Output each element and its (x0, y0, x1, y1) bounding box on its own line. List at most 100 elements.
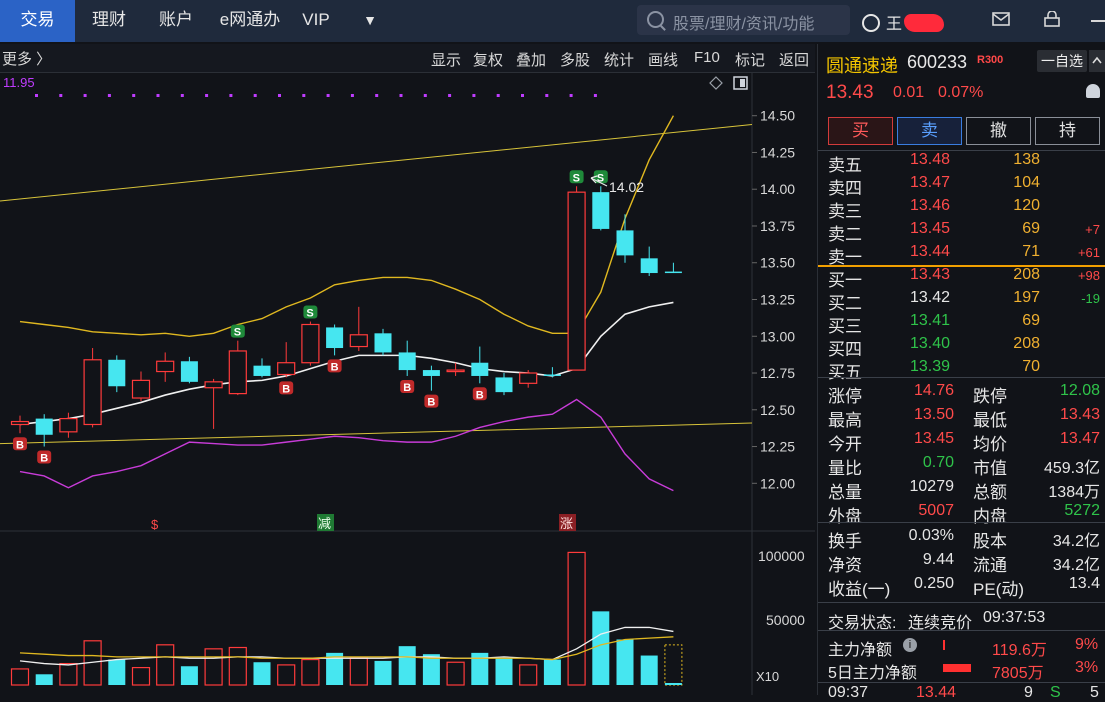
nav-tab-vip[interactable]: VIP (302, 10, 330, 29)
nav-tab-account[interactable]: 账户 (159, 10, 193, 29)
panel-toggle-icon[interactable] (733, 76, 748, 90)
channel-top-line (0, 124, 753, 202)
candle-body (83, 359, 102, 426)
bell-icon[interactable] (1086, 84, 1100, 98)
candle-body (592, 192, 610, 229)
order-book-row[interactable]: 卖五 13.48 138 (818, 150, 1105, 175)
candle-body (35, 418, 53, 435)
price-axis-label: 12.75 (760, 365, 795, 381)
toolbar-mark-button[interactable]: 标记 (735, 52, 766, 69)
indicator-dot (302, 94, 306, 97)
order-book-row[interactable]: 买一 13.43 208 +98 (818, 265, 1105, 290)
book-volume: 69 (1022, 220, 1040, 237)
book-price: 13.40 (910, 335, 951, 352)
ma-white-line (19, 301, 674, 426)
stat-value: 0.70 (922, 454, 954, 471)
panel-toggle-icon-fill (740, 79, 745, 87)
order-book-row[interactable]: 卖四 13.47 104 (818, 173, 1105, 198)
order-book-row[interactable]: 买二 13.42 197 -19 (818, 288, 1105, 313)
buy-button[interactable]: 买 (828, 117, 893, 145)
candle-body (10, 420, 30, 426)
search-input[interactable]: 股票/理财/资讯/功能 (637, 5, 850, 35)
price-axis-label: 13.25 (760, 292, 795, 308)
toolbar-adjust-button[interactable]: 复权 (473, 52, 504, 69)
stat-row: 收益(一) 0.250 PE(动) 13.4 (818, 575, 1105, 599)
stat-value: 13.50 (913, 406, 954, 423)
volume-bar (277, 664, 296, 686)
stat-row: 最高 13.50 最低 13.43 (818, 406, 1105, 430)
stat-row: 净资 9.44 流通 34.2亿 (818, 551, 1105, 575)
price-axis-label: 14.00 (760, 181, 795, 197)
panel-scroll-button[interactable] (1089, 50, 1105, 72)
indicator-dot (569, 94, 573, 97)
candle-body (301, 323, 320, 364)
price-change-percent: 0.07% (938, 84, 984, 101)
buy-signal-marker (37, 450, 52, 464)
volume-unit-label: X10 (756, 669, 779, 684)
candle-body (471, 362, 489, 376)
holdings-button[interactable]: 持 (1035, 117, 1100, 145)
mail-icon[interactable] (992, 11, 1010, 27)
info-icon[interactable]: i (903, 638, 917, 652)
nav-tab-e-service[interactable]: e网通办 (219, 10, 281, 29)
candle-body (59, 418, 78, 433)
stat-key: 总量 (828, 483, 862, 502)
toolbar-multistock-button[interactable]: 多股 (560, 52, 591, 69)
sell-button[interactable]: 卖 (897, 117, 962, 145)
book-volume: 138 (1013, 151, 1040, 168)
volume-bar (664, 682, 682, 685)
stat-key: 跌停 (973, 387, 1007, 406)
nav-tab-wealth[interactable]: 理财 (92, 10, 126, 29)
minimize-icon[interactable] (1089, 11, 1105, 27)
book-volume: 71 (1022, 243, 1040, 260)
max-price-label: 14.02 (609, 179, 644, 195)
toolbar-overlay-button[interactable]: 叠加 (516, 52, 547, 69)
lock-icon[interactable] (1043, 11, 1061, 27)
trade-status-time: 09:37:53 (983, 609, 1046, 626)
user-avatar-icon (862, 14, 880, 32)
diamond-icon[interactable] (709, 76, 723, 90)
add-watchlist-button[interactable]: 一自选 (1037, 50, 1087, 72)
order-book-row[interactable]: 买五 13.39 70 (818, 357, 1105, 382)
nav-tab-trade[interactable]: 交易 (0, 0, 75, 42)
toolbar-back-button[interactable]: 返回 (779, 52, 810, 69)
user-menu[interactable]: 王 (862, 10, 945, 34)
order-book-row[interactable]: 买四 13.40 208 (818, 334, 1105, 359)
stat-value: 5007 (918, 502, 954, 519)
volume-bar (180, 666, 198, 685)
stat-row: 今开 13.45 均价 13.47 (818, 430, 1105, 454)
candle-body (108, 359, 126, 387)
price-axis-label: 14.25 (760, 144, 795, 160)
signal-marker-text: S (573, 172, 580, 184)
order-book-row[interactable]: 卖二 13.45 69 +7 (818, 219, 1105, 244)
cancel-order-button[interactable]: 撤 (966, 117, 1031, 145)
book-price: 13.46 (910, 197, 951, 214)
volume-bar (374, 660, 392, 685)
candle-body (640, 258, 658, 274)
toolbar-draw-button[interactable]: 画线 (648, 52, 679, 69)
candle-body (374, 333, 392, 353)
order-book-row[interactable]: 卖一 13.44 71 +61 (818, 242, 1105, 267)
order-book-row[interactable]: 买三 13.41 69 (818, 311, 1105, 336)
candle-body (543, 374, 561, 376)
price-axis-label: 13.00 (760, 328, 795, 344)
volume-bar (108, 659, 126, 685)
order-book-row[interactable]: 卖三 13.46 120 (818, 196, 1105, 221)
search-icon (647, 11, 664, 28)
kline-chart[interactable]: 14.50 14.25 14.00 13.75 13.50 13.25 13.00 12.75… (0, 73, 815, 695)
toolbar-f10-button[interactable]: F10 (694, 49, 720, 66)
stat-key: 换手 (828, 532, 862, 551)
index-tag: R300 (977, 54, 1004, 66)
stat-value: 13.47 (1059, 430, 1100, 447)
candle-body (326, 327, 344, 349)
buy-signal-marker (472, 387, 487, 401)
book-price: 13.43 (910, 266, 951, 283)
stat-key: 外盘 (828, 507, 862, 526)
toolbar-display-button[interactable]: 显示 (431, 52, 462, 69)
stock-code: 600233 (907, 52, 968, 72)
sell-signal-marker (569, 170, 584, 184)
more-button[interactable]: 更多 〉 (2, 51, 52, 68)
last-price: 13.43 (826, 82, 874, 103)
nav-dropdown-icon[interactable]: ▼ (363, 12, 377, 28)
toolbar-stats-button[interactable]: 统计 (604, 52, 635, 69)
